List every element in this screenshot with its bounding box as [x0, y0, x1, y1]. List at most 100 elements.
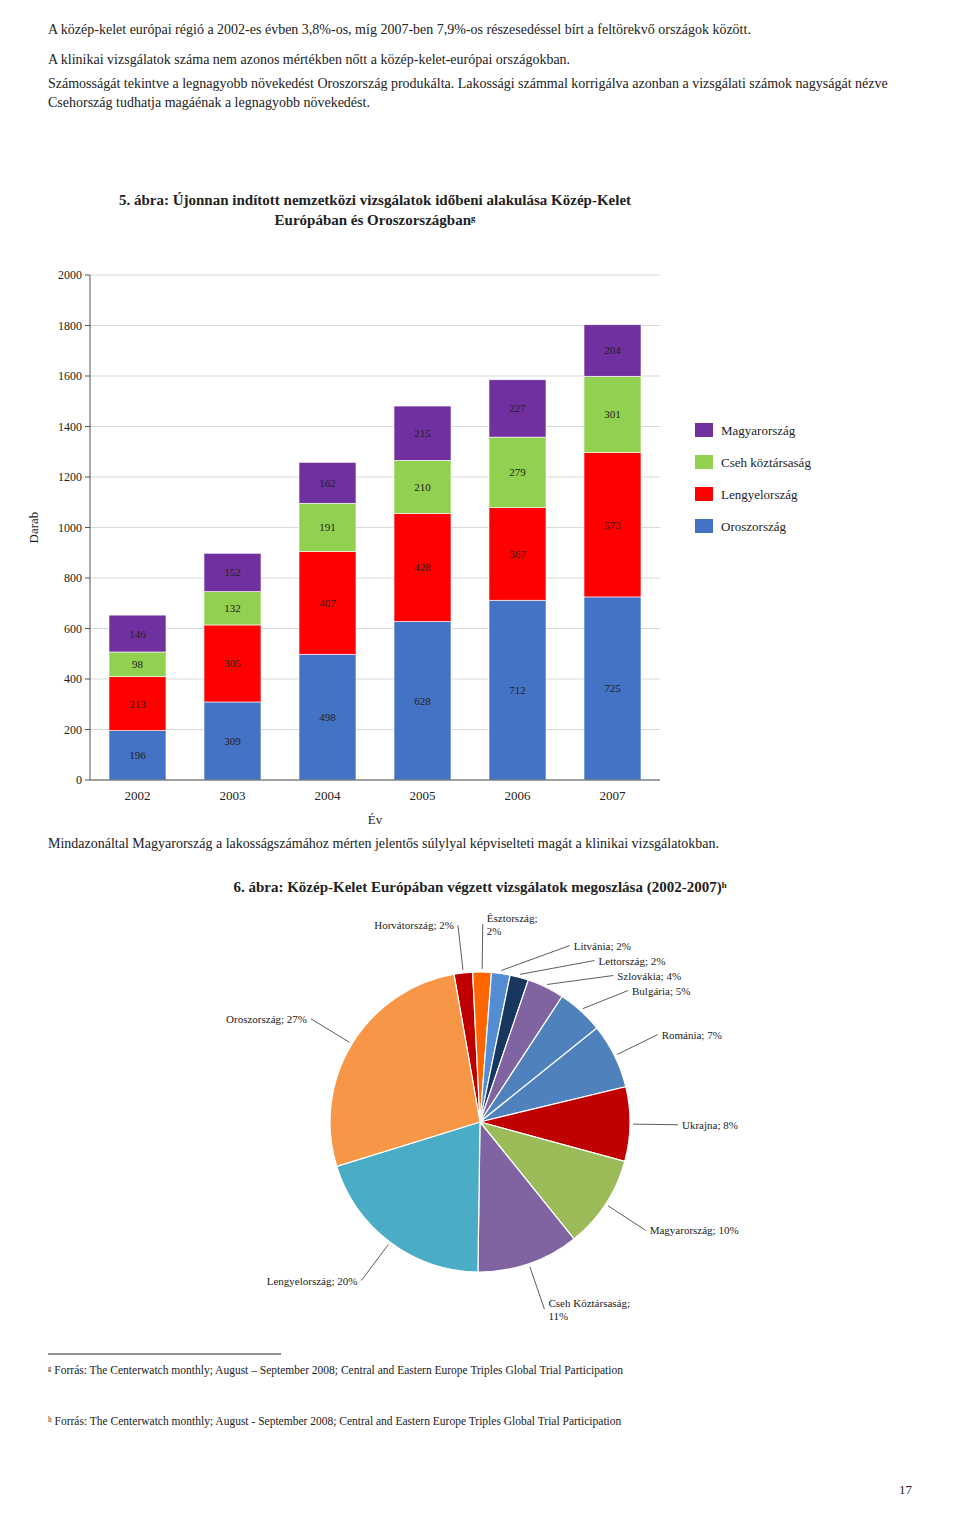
- tick-label: 1800: [58, 319, 82, 333]
- bar-segment: [109, 652, 166, 677]
- label-line: Oroszország; 27%: [226, 1013, 307, 1025]
- label-line: Románia; 7%: [662, 1029, 722, 1041]
- tick-mark: [85, 376, 90, 377]
- data-label: 146: [129, 628, 146, 640]
- chart-title: 6. ábra: Közép-Kelet Európában végzett v…: [233, 879, 726, 896]
- data-label: 162: [319, 477, 336, 489]
- grid-line: [90, 376, 660, 377]
- data-label: Lettország; 2%: [599, 955, 666, 967]
- pie-slice: [330, 974, 480, 1166]
- tick-label: 800: [64, 571, 82, 585]
- footnote: ᵍ Forrás: The Centerwatch monthly; Augus…: [48, 1364, 623, 1377]
- data-label: 628: [414, 695, 431, 707]
- legend-entry: Oroszország: [721, 519, 786, 534]
- bar-segment: [109, 731, 166, 780]
- paragraph: A klinikai vizsgálatok száma nem azonos …: [48, 52, 570, 67]
- legend-swatch: [695, 423, 713, 437]
- bars: [109, 325, 641, 780]
- leader-line: [633, 1124, 678, 1126]
- bar-segment: [299, 551, 356, 654]
- tick-label: 2005: [410, 788, 436, 803]
- axis-label: Év: [368, 812, 383, 827]
- text-block: Mindazonáltal Magyarország a lakosságszá…: [48, 836, 719, 851]
- tick-mark: [85, 426, 90, 427]
- data-label: Románia; 7%: [662, 1029, 722, 1041]
- tick-label: 2000: [58, 268, 82, 282]
- paragraph: Számosságát tekintve a legnagyobb növeke…: [48, 76, 888, 110]
- legend-entry: Magyarország: [721, 423, 796, 438]
- label-line: Lettország; 2%: [599, 955, 666, 967]
- label-line: 2%: [487, 925, 502, 937]
- tick-label: 0: [76, 773, 82, 787]
- tick-mark: [85, 729, 90, 730]
- grid: [90, 275, 660, 780]
- bar-segment: [584, 325, 641, 377]
- bar-segment: [394, 621, 451, 780]
- y-axis-line: [90, 275, 91, 780]
- bar-segment: [204, 553, 261, 591]
- footnotes: ᵍ Forrás: The Centerwatch monthly; Augus…: [48, 1354, 623, 1377]
- data-label: Szlovákia; 4%: [617, 970, 681, 982]
- tick-label: 2007: [600, 788, 627, 803]
- bar-segment: [204, 625, 261, 702]
- leader-line: [530, 1267, 545, 1310]
- tick-label: 1200: [58, 470, 82, 484]
- data-label: Bulgária; 5%: [632, 985, 690, 997]
- text-line: Csehország tudhatja magáénak a legnagyob…: [48, 95, 370, 110]
- tick-label: 400: [64, 672, 82, 686]
- label-line: Szlovákia; 4%: [617, 970, 681, 982]
- axis-label: Darab: [26, 512, 41, 544]
- data-label: Cseh Köztársaság;11%: [548, 1297, 630, 1322]
- tick-mark: [85, 325, 90, 326]
- tick-label: 1600: [58, 369, 82, 383]
- bar-segment: [489, 380, 546, 437]
- bar-chart: 5. ábra: Újonnan indított nemzetközi viz…: [26, 192, 811, 827]
- leader-line: [482, 924, 484, 969]
- chart-title: 5. ábra: Újonnan indított nemzetközi viz…: [119, 192, 631, 228]
- title-line: Európában és Oroszországbanᵍ: [275, 212, 476, 228]
- footnotes: ʰ Forrás: The Centerwatch monthly; Augus…: [48, 1415, 913, 1497]
- data-label: 227: [509, 402, 526, 414]
- tick-mark: [85, 679, 90, 680]
- data-label: 428: [414, 561, 431, 573]
- label-line: Magyarország; 10%: [650, 1224, 739, 1236]
- bar-segment: [394, 513, 451, 621]
- page: A közép-kelet európai régió a 2002-es év…: [0, 0, 960, 1525]
- bar-segment: [299, 462, 356, 503]
- x-axis-line: [90, 780, 660, 781]
- legend-swatch: [695, 519, 713, 533]
- footnote-rule: [48, 1354, 281, 1355]
- data-label: 498: [319, 711, 336, 723]
- tick-label: 2002: [125, 788, 151, 803]
- text-line: A közép-kelet európai régió a 2002-es év…: [48, 22, 751, 37]
- tick-mark: [85, 275, 90, 276]
- grid-line: [90, 477, 660, 478]
- grid-line: [90, 426, 660, 427]
- bar-segment: [489, 508, 546, 601]
- data-label: 279: [509, 466, 526, 478]
- legend-entry: Cseh köztársaság: [721, 455, 811, 470]
- text-line: Mindazonáltal Magyarország a lakosságszá…: [48, 836, 719, 851]
- label-line: Bulgária; 5%: [632, 985, 690, 997]
- leader-line: [608, 1206, 646, 1231]
- label-line: Lengyelország; 20%: [267, 1275, 358, 1287]
- leader-line: [617, 1035, 657, 1055]
- leader-line: [361, 1245, 388, 1281]
- slice-labels: Horvátország; 2%Észtország;2%Litvánia; 2…: [226, 912, 739, 1322]
- page-heading: A közép-kelet európai régió a 2002-es év…: [48, 22, 751, 37]
- leader-line: [458, 925, 463, 970]
- legend-swatch: [695, 487, 713, 501]
- data-label: 204: [604, 344, 621, 356]
- data-label: 132: [224, 602, 241, 614]
- data-label: 407: [319, 597, 336, 609]
- data-label: Magyarország; 10%: [650, 1224, 739, 1236]
- page-number: 17: [899, 1482, 913, 1497]
- x-axis: 200220032004200520062007Év: [90, 780, 660, 827]
- paragraph: Mindazonáltal Magyarország a lakosságszá…: [48, 836, 719, 851]
- leader-line: [520, 961, 594, 975]
- legend-entry: Lengyelország: [721, 487, 798, 502]
- data-label: 573: [604, 519, 621, 531]
- data-label: Észtország;2%: [487, 912, 538, 937]
- label-line: 11%: [548, 1310, 568, 1322]
- data-label: 98: [132, 658, 144, 670]
